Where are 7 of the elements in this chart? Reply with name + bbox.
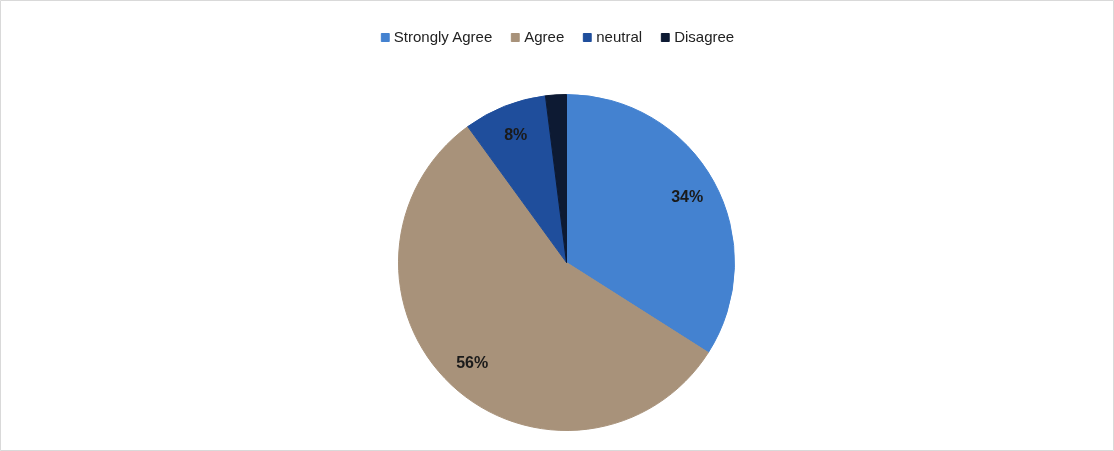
legend-label: Agree	[524, 28, 565, 45]
data-label: 56%	[456, 354, 489, 372]
legend-label: Disagree	[674, 28, 735, 45]
legend-label: Strongly Agree	[393, 28, 493, 45]
legend-label: neutral	[596, 28, 643, 45]
data-label: 34%	[671, 187, 704, 205]
data-label: 8%	[504, 125, 528, 143]
